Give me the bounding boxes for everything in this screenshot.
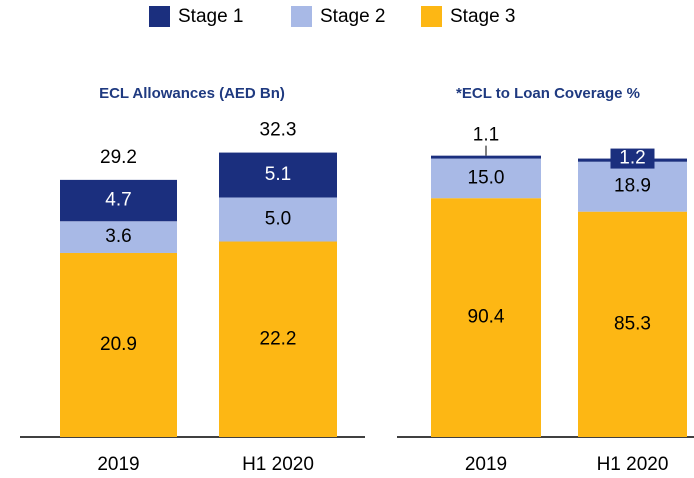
data-label: 1.1 <box>473 125 499 146</box>
bar-segment <box>431 158 541 199</box>
bar-segment <box>60 252 177 437</box>
legend-label: Stage 3 <box>450 6 516 27</box>
data-label: 20.9 <box>100 334 137 355</box>
data-label: 15.0 <box>468 167 505 188</box>
legend-swatch <box>421 6 442 27</box>
chart-title: ECL Allowances (AED Bn) <box>99 85 285 102</box>
bar-segment <box>219 197 337 242</box>
bar-segment <box>578 161 687 212</box>
x-tick-label: H1 2020 <box>242 454 314 475</box>
bar-segment <box>60 179 177 222</box>
bar-segment <box>578 211 687 437</box>
data-label: 22.2 <box>260 328 297 349</box>
data-label: 4.7 <box>105 190 131 211</box>
legend-label: Stage 1 <box>178 6 244 27</box>
label-box <box>610 148 655 169</box>
data-label: 3.6 <box>105 226 131 247</box>
legend-label: Stage 2 <box>320 6 386 27</box>
legend-swatch <box>149 6 170 27</box>
data-label: 90.4 <box>468 307 505 328</box>
data-label: 18.9 <box>614 176 651 197</box>
data-label: 85.3 <box>614 313 651 334</box>
chart-title: *ECL to Loan Coverage % <box>456 85 640 102</box>
data-label: 5.0 <box>265 209 291 230</box>
x-tick-label: 2019 <box>465 454 507 475</box>
legend: Stage 1 Stage 2 Stage 3 <box>149 6 516 27</box>
bar-segment <box>219 241 337 437</box>
bar-segment <box>431 155 541 159</box>
bar-segment <box>60 221 177 253</box>
data-label: 5.1 <box>265 164 291 185</box>
data-label: 1.2 <box>619 148 645 169</box>
bar-segment <box>431 198 541 437</box>
total-label: 32.3 <box>260 120 297 141</box>
total-label: 29.2 <box>100 147 137 168</box>
bar-segment <box>219 152 337 198</box>
x-tick-label: 2019 <box>97 454 139 475</box>
legend-swatch <box>291 6 312 27</box>
x-tick-label: H1 2020 <box>597 454 669 475</box>
